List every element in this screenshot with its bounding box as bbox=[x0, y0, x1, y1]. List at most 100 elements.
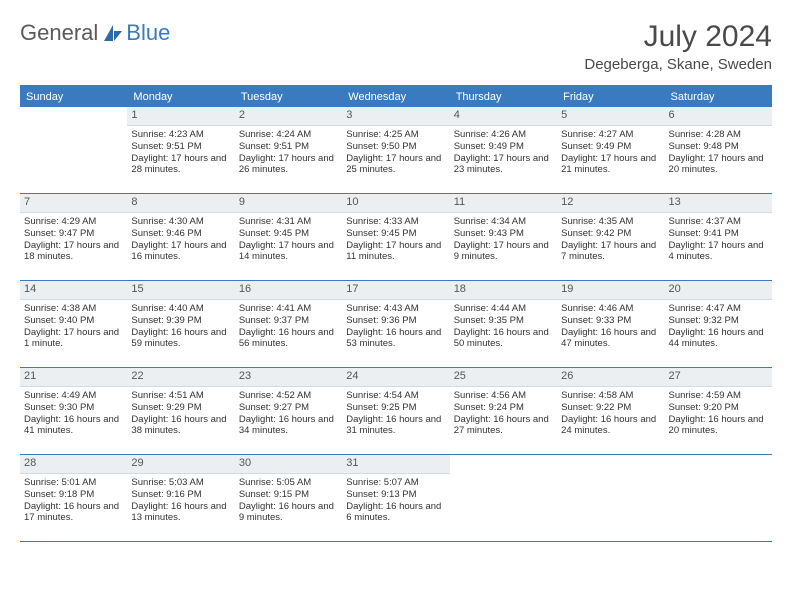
day-number: 30 bbox=[235, 455, 342, 474]
day-info-line: Sunset: 9:36 PM bbox=[346, 315, 445, 327]
day-number: 4 bbox=[450, 107, 557, 126]
day-info-line: Sunrise: 4:34 AM bbox=[454, 216, 553, 228]
day-body bbox=[557, 459, 664, 466]
day-info-line: Sunset: 9:13 PM bbox=[346, 489, 445, 501]
day-number: 13 bbox=[665, 194, 772, 213]
weekday-header: Sunday bbox=[20, 87, 127, 107]
day-body: Sunrise: 4:34 AMSunset: 9:43 PMDaylight:… bbox=[450, 213, 557, 268]
day-info-line: Sunset: 9:16 PM bbox=[131, 489, 230, 501]
day-cell: 10Sunrise: 4:33 AMSunset: 9:45 PMDayligh… bbox=[342, 194, 449, 280]
day-info-line: Daylight: 16 hours and 31 minutes. bbox=[346, 414, 445, 438]
day-info-line: Daylight: 17 hours and 9 minutes. bbox=[454, 240, 553, 264]
day-body: Sunrise: 4:24 AMSunset: 9:51 PMDaylight:… bbox=[235, 126, 342, 181]
week-row: 28Sunrise: 5:01 AMSunset: 9:18 PMDayligh… bbox=[20, 455, 772, 542]
day-info-line: Sunset: 9:50 PM bbox=[346, 141, 445, 153]
day-info-line: Daylight: 17 hours and 21 minutes. bbox=[561, 153, 660, 177]
weekday-header: Tuesday bbox=[235, 87, 342, 107]
day-info-line: Sunset: 9:46 PM bbox=[131, 228, 230, 240]
day-info-line: Daylight: 17 hours and 25 minutes. bbox=[346, 153, 445, 177]
day-info-line: Sunrise: 4:25 AM bbox=[346, 129, 445, 141]
day-info-line: Sunset: 9:49 PM bbox=[561, 141, 660, 153]
day-body: Sunrise: 4:30 AMSunset: 9:46 PMDaylight:… bbox=[127, 213, 234, 268]
day-info-line: Sunset: 9:40 PM bbox=[24, 315, 123, 327]
weekday-header-row: SundayMondayTuesdayWednesdayThursdayFrid… bbox=[20, 87, 772, 107]
day-info-line: Daylight: 17 hours and 7 minutes. bbox=[561, 240, 660, 264]
day-info-line: Sunrise: 4:40 AM bbox=[131, 303, 230, 315]
day-info-line: Sunrise: 4:49 AM bbox=[24, 390, 123, 402]
day-cell bbox=[20, 107, 127, 193]
day-info-line: Sunrise: 4:54 AM bbox=[346, 390, 445, 402]
day-info-line: Daylight: 17 hours and 23 minutes. bbox=[454, 153, 553, 177]
day-body: Sunrise: 5:03 AMSunset: 9:16 PMDaylight:… bbox=[127, 474, 234, 529]
day-body: Sunrise: 4:37 AMSunset: 9:41 PMDaylight:… bbox=[665, 213, 772, 268]
day-info-line: Sunset: 9:42 PM bbox=[561, 228, 660, 240]
day-info-line: Sunrise: 4:31 AM bbox=[239, 216, 338, 228]
day-cell: 7Sunrise: 4:29 AMSunset: 9:47 PMDaylight… bbox=[20, 194, 127, 280]
day-info-line: Daylight: 16 hours and 34 minutes. bbox=[239, 414, 338, 438]
day-cell: 15Sunrise: 4:40 AMSunset: 9:39 PMDayligh… bbox=[127, 281, 234, 367]
day-cell bbox=[450, 455, 557, 541]
day-number: 7 bbox=[20, 194, 127, 213]
calendar-body: 1Sunrise: 4:23 AMSunset: 9:51 PMDaylight… bbox=[20, 107, 772, 542]
day-number: 14 bbox=[20, 281, 127, 300]
day-info-line: Sunset: 9:48 PM bbox=[669, 141, 768, 153]
day-info-line: Sunrise: 5:03 AM bbox=[131, 477, 230, 489]
day-cell: 20Sunrise: 4:47 AMSunset: 9:32 PMDayligh… bbox=[665, 281, 772, 367]
day-number: 20 bbox=[665, 281, 772, 300]
day-number: 2 bbox=[235, 107, 342, 126]
logo-text-2: Blue bbox=[126, 20, 170, 46]
day-info-line: Sunset: 9:29 PM bbox=[131, 402, 230, 414]
day-number: 3 bbox=[342, 107, 449, 126]
day-cell: 31Sunrise: 5:07 AMSunset: 9:13 PMDayligh… bbox=[342, 455, 449, 541]
day-body: Sunrise: 4:38 AMSunset: 9:40 PMDaylight:… bbox=[20, 300, 127, 355]
day-info-line: Sunrise: 4:23 AM bbox=[131, 129, 230, 141]
day-cell bbox=[557, 455, 664, 541]
day-info-line: Sunrise: 5:07 AM bbox=[346, 477, 445, 489]
day-cell: 6Sunrise: 4:28 AMSunset: 9:48 PMDaylight… bbox=[665, 107, 772, 193]
day-info-line: Sunrise: 4:58 AM bbox=[561, 390, 660, 402]
day-info-line: Sunset: 9:39 PM bbox=[131, 315, 230, 327]
day-body: Sunrise: 4:26 AMSunset: 9:49 PMDaylight:… bbox=[450, 126, 557, 181]
day-cell: 23Sunrise: 4:52 AMSunset: 9:27 PMDayligh… bbox=[235, 368, 342, 454]
day-info-line: Daylight: 17 hours and 16 minutes. bbox=[131, 240, 230, 264]
day-cell: 1Sunrise: 4:23 AMSunset: 9:51 PMDaylight… bbox=[127, 107, 234, 193]
day-info-line: Sunset: 9:33 PM bbox=[561, 315, 660, 327]
day-info-line: Daylight: 16 hours and 24 minutes. bbox=[561, 414, 660, 438]
day-number: 15 bbox=[127, 281, 234, 300]
day-cell: 27Sunrise: 4:59 AMSunset: 9:20 PMDayligh… bbox=[665, 368, 772, 454]
day-body: Sunrise: 4:43 AMSunset: 9:36 PMDaylight:… bbox=[342, 300, 449, 355]
day-info-line: Sunrise: 4:33 AM bbox=[346, 216, 445, 228]
day-info-line: Daylight: 17 hours and 18 minutes. bbox=[24, 240, 123, 264]
day-body: Sunrise: 4:40 AMSunset: 9:39 PMDaylight:… bbox=[127, 300, 234, 355]
day-cell: 25Sunrise: 4:56 AMSunset: 9:24 PMDayligh… bbox=[450, 368, 557, 454]
day-info-line: Sunrise: 4:29 AM bbox=[24, 216, 123, 228]
day-info-line: Sunrise: 5:01 AM bbox=[24, 477, 123, 489]
logo-text-1: General bbox=[20, 20, 98, 46]
day-body: Sunrise: 5:01 AMSunset: 9:18 PMDaylight:… bbox=[20, 474, 127, 529]
day-info-line: Sunset: 9:22 PM bbox=[561, 402, 660, 414]
day-info-line: Sunrise: 4:43 AM bbox=[346, 303, 445, 315]
day-body: Sunrise: 4:49 AMSunset: 9:30 PMDaylight:… bbox=[20, 387, 127, 442]
day-body: Sunrise: 4:25 AMSunset: 9:50 PMDaylight:… bbox=[342, 126, 449, 181]
day-body: Sunrise: 4:56 AMSunset: 9:24 PMDaylight:… bbox=[450, 387, 557, 442]
day-number: 26 bbox=[557, 368, 664, 387]
day-body: Sunrise: 4:29 AMSunset: 9:47 PMDaylight:… bbox=[20, 213, 127, 268]
day-info-line: Daylight: 16 hours and 20 minutes. bbox=[669, 414, 768, 438]
day-info-line: Sunrise: 4:24 AM bbox=[239, 129, 338, 141]
day-body: Sunrise: 4:46 AMSunset: 9:33 PMDaylight:… bbox=[557, 300, 664, 355]
weekday-header: Friday bbox=[557, 87, 664, 107]
day-number: 24 bbox=[342, 368, 449, 387]
day-number: 31 bbox=[342, 455, 449, 474]
day-number: 28 bbox=[20, 455, 127, 474]
day-cell: 22Sunrise: 4:51 AMSunset: 9:29 PMDayligh… bbox=[127, 368, 234, 454]
day-cell: 4Sunrise: 4:26 AMSunset: 9:49 PMDaylight… bbox=[450, 107, 557, 193]
day-body: Sunrise: 4:28 AMSunset: 9:48 PMDaylight:… bbox=[665, 126, 772, 181]
day-body bbox=[665, 459, 772, 466]
day-info-line: Sunset: 9:41 PM bbox=[669, 228, 768, 240]
day-info-line: Sunset: 9:18 PM bbox=[24, 489, 123, 501]
day-body: Sunrise: 4:51 AMSunset: 9:29 PMDaylight:… bbox=[127, 387, 234, 442]
day-info-line: Sunset: 9:43 PM bbox=[454, 228, 553, 240]
title-block: July 2024 Degeberga, Skane, Sweden bbox=[584, 20, 772, 73]
day-number: 6 bbox=[665, 107, 772, 126]
day-body: Sunrise: 4:58 AMSunset: 9:22 PMDaylight:… bbox=[557, 387, 664, 442]
